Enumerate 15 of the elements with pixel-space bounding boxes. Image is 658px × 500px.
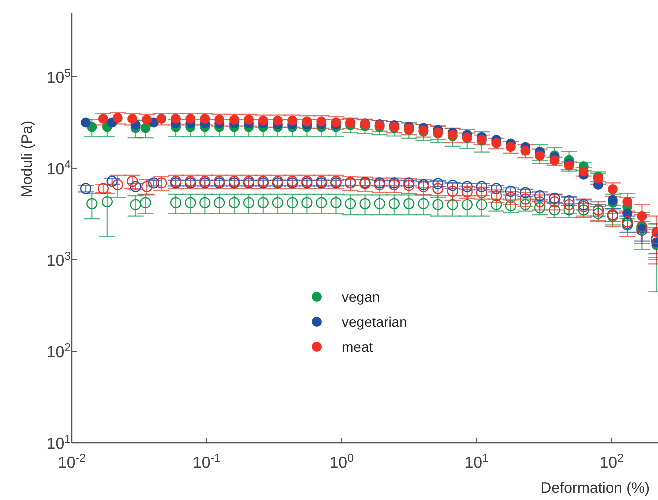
y-tick-label: 10$^{4}$ bbox=[46, 159, 72, 178]
x-tick-label: 10$^{-2}$ bbox=[58, 453, 86, 472]
y-tick-label: 10$^{1}$ bbox=[46, 434, 71, 453]
legend-label: vegetarian bbox=[342, 314, 408, 330]
x-axis-title: Deformation (%) bbox=[540, 480, 650, 497]
x-tick-label: 10$^{2}$ bbox=[600, 453, 624, 472]
legend-label: meat bbox=[342, 338, 374, 354]
legend-label: vegan bbox=[342, 288, 380, 304]
y-tick-label: 10$^{3}$ bbox=[46, 250, 71, 270]
y-tick-label: 10$^{5}$ bbox=[46, 68, 71, 87]
y-axis-title: Moduli (Pa) bbox=[19, 120, 36, 198]
x-tick-label: 10$^{0}$ bbox=[330, 453, 354, 472]
x-tick-label: 10$^{-1}$ bbox=[192, 453, 221, 472]
x-tick-label: 10$^{1}$ bbox=[464, 453, 489, 472]
y-tick-label: 10$^{2}$ bbox=[46, 342, 71, 362]
